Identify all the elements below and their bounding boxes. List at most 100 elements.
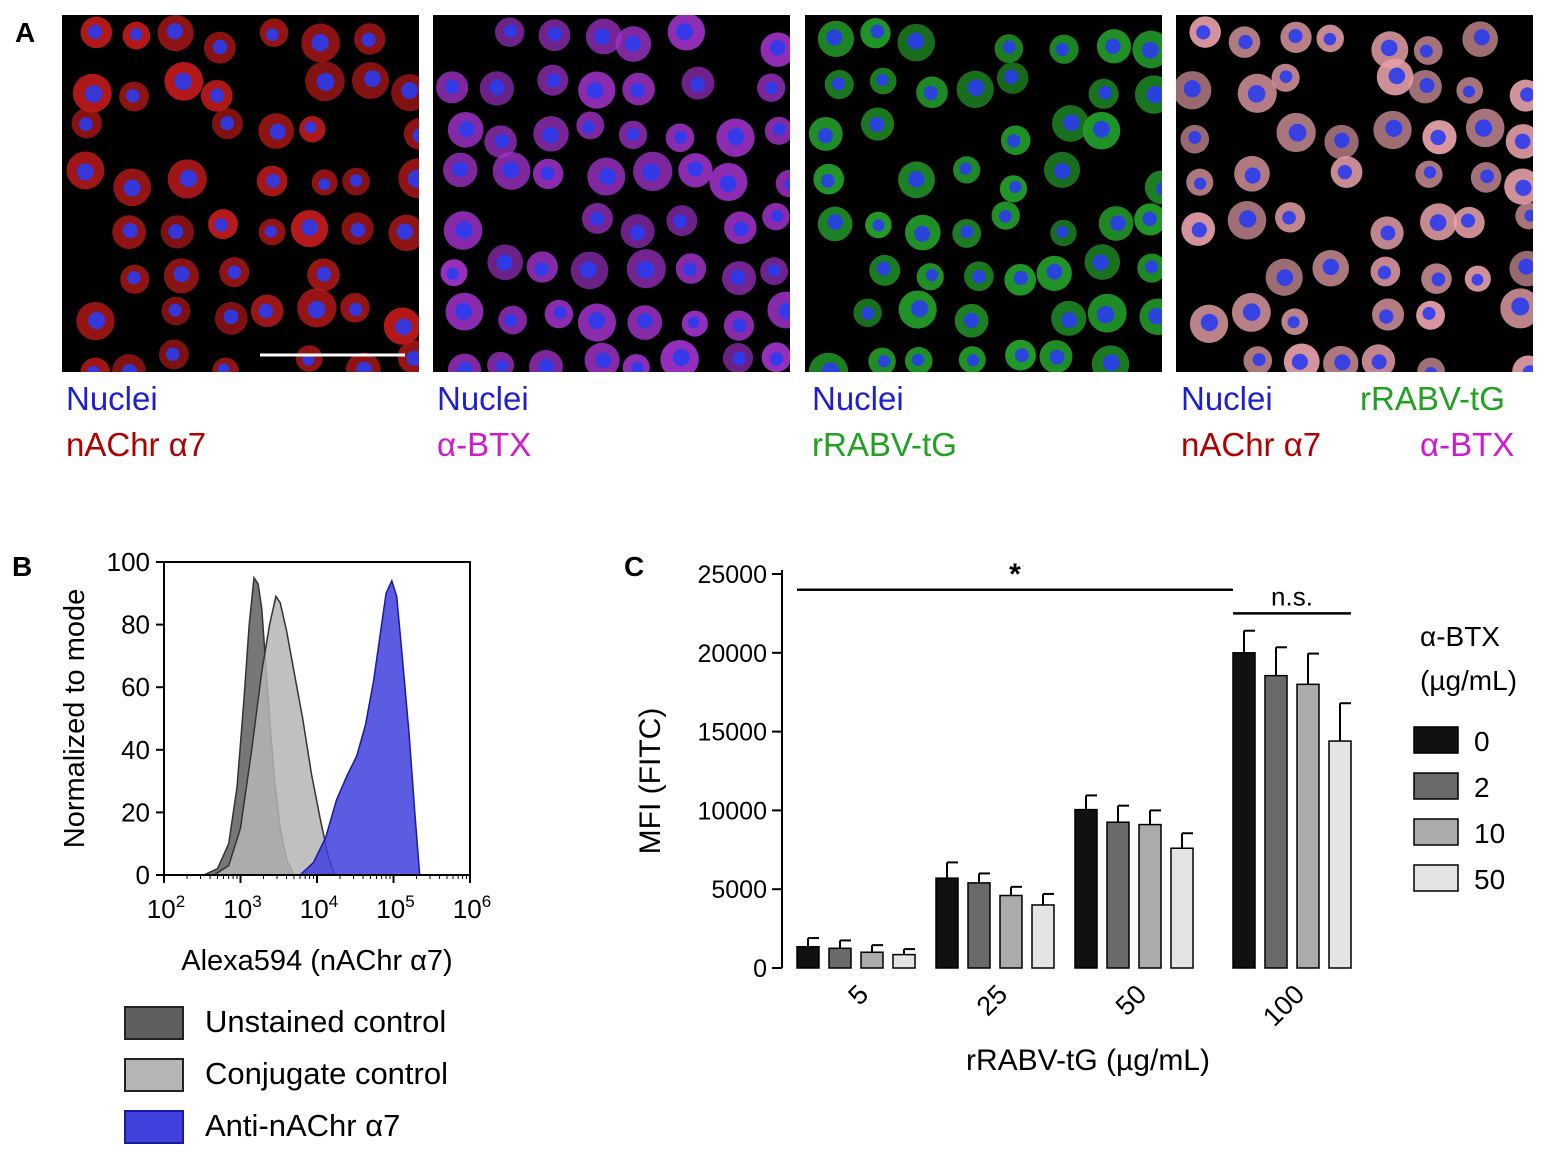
cell-nucleus — [1461, 213, 1476, 228]
cell-nucleus — [588, 312, 606, 330]
cell-nucleus — [1334, 354, 1351, 371]
bar — [967, 882, 991, 969]
panel-label-c: C — [624, 551, 645, 582]
bar — [1264, 674, 1288, 969]
bar-chart: 0 5000 10000 15000 20000 25000 MFI (FITC) 5 25 50… — [634, 558, 1517, 1077]
legend-swatch — [124, 1110, 184, 1144]
cell-nucleus — [773, 122, 786, 136]
cell-nucleus — [88, 312, 106, 330]
legend-label: 0 — [1474, 726, 1490, 757]
cell-nucleus — [350, 222, 366, 238]
cell-nucleus — [1371, 354, 1387, 370]
cell-nucleus — [76, 163, 94, 181]
legend-label: 2 — [1474, 772, 1490, 803]
cell-nucleus — [1380, 225, 1396, 241]
caption-btx: α-BTX — [437, 426, 532, 463]
cell-nucleus — [307, 300, 326, 319]
y-tick-label: 0 — [753, 955, 767, 983]
cell-nucleus — [598, 168, 617, 186]
bar — [1138, 823, 1162, 969]
cell-nucleus — [1242, 303, 1261, 321]
cell-nucleus — [642, 163, 660, 182]
cell-nucleus — [455, 302, 473, 320]
cell-nucleus — [457, 362, 473, 372]
cell-nucleus — [967, 79, 985, 97]
micrograph-image — [66, 15, 419, 372]
cell-nucleus — [1049, 349, 1065, 365]
cell — [112, 354, 146, 372]
cell-nucleus — [168, 303, 182, 317]
cell-nucleus — [495, 359, 508, 372]
cell-nucleus — [672, 348, 690, 367]
cell-nucleus — [1194, 177, 1207, 190]
cell-nucleus — [1282, 210, 1296, 225]
y-tick-label: 15000 — [697, 719, 767, 747]
cell-nucleus — [1013, 270, 1028, 286]
cell-nucleus — [122, 223, 138, 239]
bar — [892, 953, 916, 969]
cell-nucleus — [1279, 70, 1293, 83]
cell-nucleus — [1247, 85, 1266, 103]
cell-nucleus — [407, 169, 419, 188]
cell-nucleus — [395, 318, 412, 336]
cell-nucleus — [1238, 34, 1253, 50]
bar — [935, 877, 959, 969]
panel-label-a: A — [15, 17, 36, 48]
cell-nucleus — [1424, 366, 1438, 372]
cell-nucleus — [364, 70, 381, 88]
cell-nucleus — [1385, 119, 1403, 137]
micrograph-nuclei-rabv — [805, 15, 1162, 372]
cell-nucleus — [580, 261, 597, 279]
cell-nucleus — [538, 358, 554, 372]
cell-nucleus — [547, 26, 563, 42]
cell-nucleus — [1430, 129, 1446, 146]
cell-nucleus — [458, 121, 475, 138]
cell-nucleus — [631, 361, 644, 372]
cell-nucleus — [1388, 67, 1406, 85]
cell-nucleus — [1337, 165, 1353, 180]
cell-nucleus — [1102, 354, 1120, 372]
cell-nucleus — [1063, 114, 1080, 131]
cell-nucleus — [265, 28, 279, 42]
legend-label: Conjugate control — [205, 1056, 448, 1091]
micrograph-nuclei-nachr — [62, 15, 419, 372]
cell-nucleus — [1323, 32, 1337, 46]
cell-nucleus — [121, 364, 138, 372]
cell-nucleus — [127, 271, 141, 285]
caption-nachr: nAChr α7 — [1181, 426, 1322, 463]
cell-nucleus — [212, 39, 228, 55]
caption-rabv: rRABV-tG — [1360, 380, 1505, 417]
cell-nucleus — [911, 353, 925, 367]
cell — [775, 169, 790, 198]
cell-nucleus — [166, 23, 183, 40]
cell-nucleus — [446, 267, 459, 280]
cell-nucleus — [546, 73, 561, 88]
cell-nucleus — [826, 29, 843, 46]
cell-nucleus — [542, 127, 559, 143]
cell-nucleus — [311, 34, 329, 52]
legend-swatch — [124, 1006, 184, 1040]
cell-nucleus — [401, 82, 418, 99]
histogram-series-2 — [298, 578, 421, 876]
cell-nucleus — [1110, 215, 1126, 232]
cell-nucleus — [1379, 309, 1394, 324]
legend-label: 50 — [1474, 864, 1505, 895]
cell — [767, 291, 790, 329]
cell-nucleus — [494, 133, 510, 149]
cell-nucleus — [1522, 365, 1533, 372]
micrograph-image — [436, 15, 790, 372]
cell-nucleus — [406, 350, 419, 367]
cell-nucleus — [687, 161, 703, 177]
cell-nucleus — [637, 313, 653, 329]
panel-label-b: B — [12, 551, 33, 582]
cell-nucleus — [86, 366, 100, 372]
cell-nucleus — [209, 88, 225, 103]
caption-nuclei: Nuclei — [437, 380, 529, 417]
cell-nucleus — [1520, 87, 1533, 102]
bar — [1328, 740, 1352, 969]
cell-nucleus — [914, 225, 931, 242]
bar — [1232, 652, 1256, 969]
cell-nucleus — [820, 173, 835, 188]
caption-nuclei: Nuclei — [66, 380, 158, 417]
cell-nucleus — [998, 209, 1012, 223]
